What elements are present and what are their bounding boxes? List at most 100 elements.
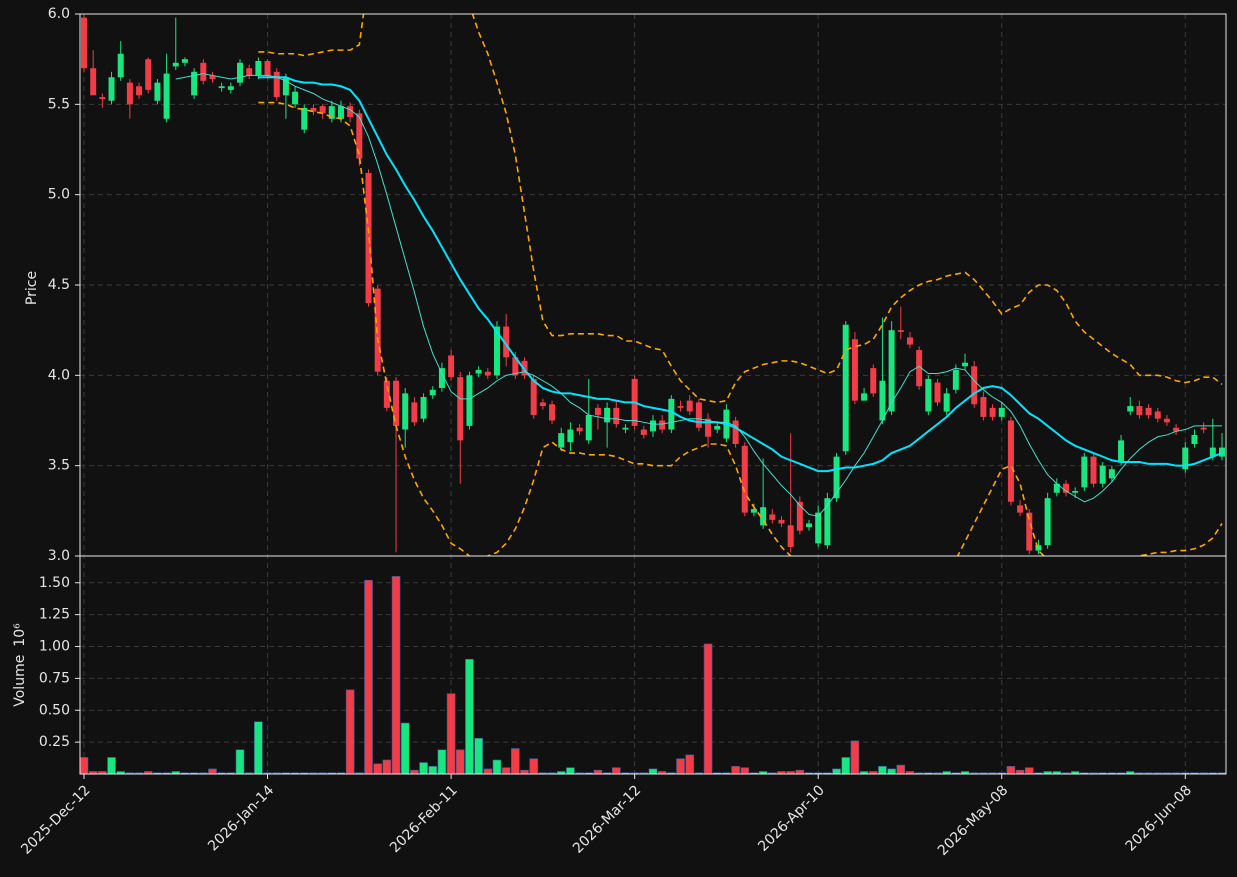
- candle-body: [576, 427, 583, 432]
- volume-bar: [400, 722, 410, 775]
- candle-body: [209, 75, 216, 80]
- candle-body: [870, 368, 877, 394]
- candle-body: [778, 519, 785, 524]
- candle-body: [136, 86, 143, 96]
- overlay-line: [258, 14, 1223, 404]
- candle-body: [328, 106, 335, 119]
- candle-body: [1219, 447, 1225, 457]
- y-tick-label: 4.0: [48, 367, 70, 383]
- volume-bar: [566, 767, 575, 775]
- candle-body: [604, 407, 611, 423]
- candle-body: [549, 404, 556, 421]
- volume-bar: [850, 740, 860, 775]
- candle-body: [622, 427, 629, 430]
- y-tick-label: 4.5: [48, 277, 70, 293]
- candle-body: [1136, 406, 1143, 416]
- candle-body: [732, 420, 739, 444]
- candle-body: [99, 97, 106, 99]
- candle-body: [475, 369, 482, 374]
- candle-body: [466, 375, 473, 426]
- volume-bar: [419, 762, 428, 775]
- candle-body: [842, 324, 849, 452]
- volume-tick-label: 1.50: [39, 575, 70, 591]
- candle-body: [815, 512, 822, 544]
- overlay-line: [175, 73, 1222, 517]
- candle-body: [218, 86, 225, 89]
- candle-body: [457, 377, 464, 441]
- candle-body: [1163, 418, 1170, 423]
- volume-tick-label: 0.50: [39, 702, 70, 718]
- candle-body: [319, 106, 326, 114]
- candle-body: [769, 514, 776, 520]
- volume-bar: [795, 769, 805, 775]
- volume-bar: [208, 768, 217, 775]
- volume-bar: [437, 749, 447, 775]
- candle-body: [1007, 420, 1014, 502]
- candle-body: [1017, 505, 1024, 513]
- candle-body: [493, 326, 500, 376]
- candle-body: [741, 445, 748, 513]
- candle-body: [650, 420, 656, 432]
- volume-bar: [511, 748, 520, 775]
- candle-body: [429, 389, 436, 396]
- candle-body: [695, 402, 702, 428]
- candle-body: [585, 415, 592, 441]
- candle-body: [897, 330, 904, 332]
- candle-body: [393, 380, 400, 426]
- candle-body: [163, 73, 170, 119]
- candle-body: [1209, 447, 1216, 457]
- candle-body: [1173, 427, 1180, 432]
- volume-bar: [703, 643, 713, 775]
- candle-body: [1118, 440, 1125, 463]
- volume-label: Volume: [12, 655, 28, 707]
- y-tick-label: 6.0: [48, 6, 70, 22]
- candle-body: [484, 371, 491, 376]
- volume-bar: [455, 749, 465, 775]
- candle-body: [1200, 427, 1207, 430]
- volume-axis-label: Volume 10⁶: [12, 623, 28, 707]
- candle-body: [750, 509, 757, 513]
- volume-bar: [685, 754, 695, 775]
- candle-body: [1090, 456, 1097, 484]
- volume-bar: [235, 749, 245, 775]
- candle-body: [714, 425, 721, 430]
- volume-scale: 10⁶: [12, 623, 28, 647]
- candle-body: [227, 86, 234, 90]
- candle-body: [181, 59, 188, 63]
- candle-body: [126, 82, 133, 105]
- volume-bar: [878, 766, 887, 775]
- volume-bar: [501, 767, 511, 775]
- candle-body: [264, 60, 271, 76]
- volume-bar: [107, 757, 116, 775]
- candle-body: [448, 355, 455, 378]
- candle-body: [677, 406, 684, 408]
- volume-bar: [1006, 766, 1016, 775]
- volume-tick-label: 0.75: [39, 670, 70, 686]
- volume-bar: [676, 758, 685, 775]
- candle-body: [512, 357, 519, 376]
- volume-bar: [648, 768, 658, 775]
- candle-body: [659, 420, 666, 430]
- volume-bar: [887, 768, 896, 775]
- candle-body: [383, 380, 390, 408]
- candle-body: [1191, 434, 1198, 444]
- candle-body: [796, 501, 803, 531]
- candle-body: [1081, 456, 1088, 488]
- candle-body: [943, 393, 950, 412]
- volume-bar: [832, 768, 841, 775]
- volume-bar: [391, 576, 401, 775]
- candle-body: [558, 433, 565, 448]
- candle-body: [154, 82, 161, 101]
- candle-body: [879, 380, 886, 421]
- candle-body: [934, 382, 941, 403]
- candle-body: [411, 402, 418, 423]
- candle-body: [1026, 512, 1033, 551]
- candle-body: [989, 407, 996, 417]
- candle-body: [301, 107, 308, 130]
- candle-body: [246, 68, 253, 76]
- candle-body: [906, 337, 913, 345]
- volume-bar: [1024, 767, 1034, 775]
- volume-bar: [410, 769, 419, 775]
